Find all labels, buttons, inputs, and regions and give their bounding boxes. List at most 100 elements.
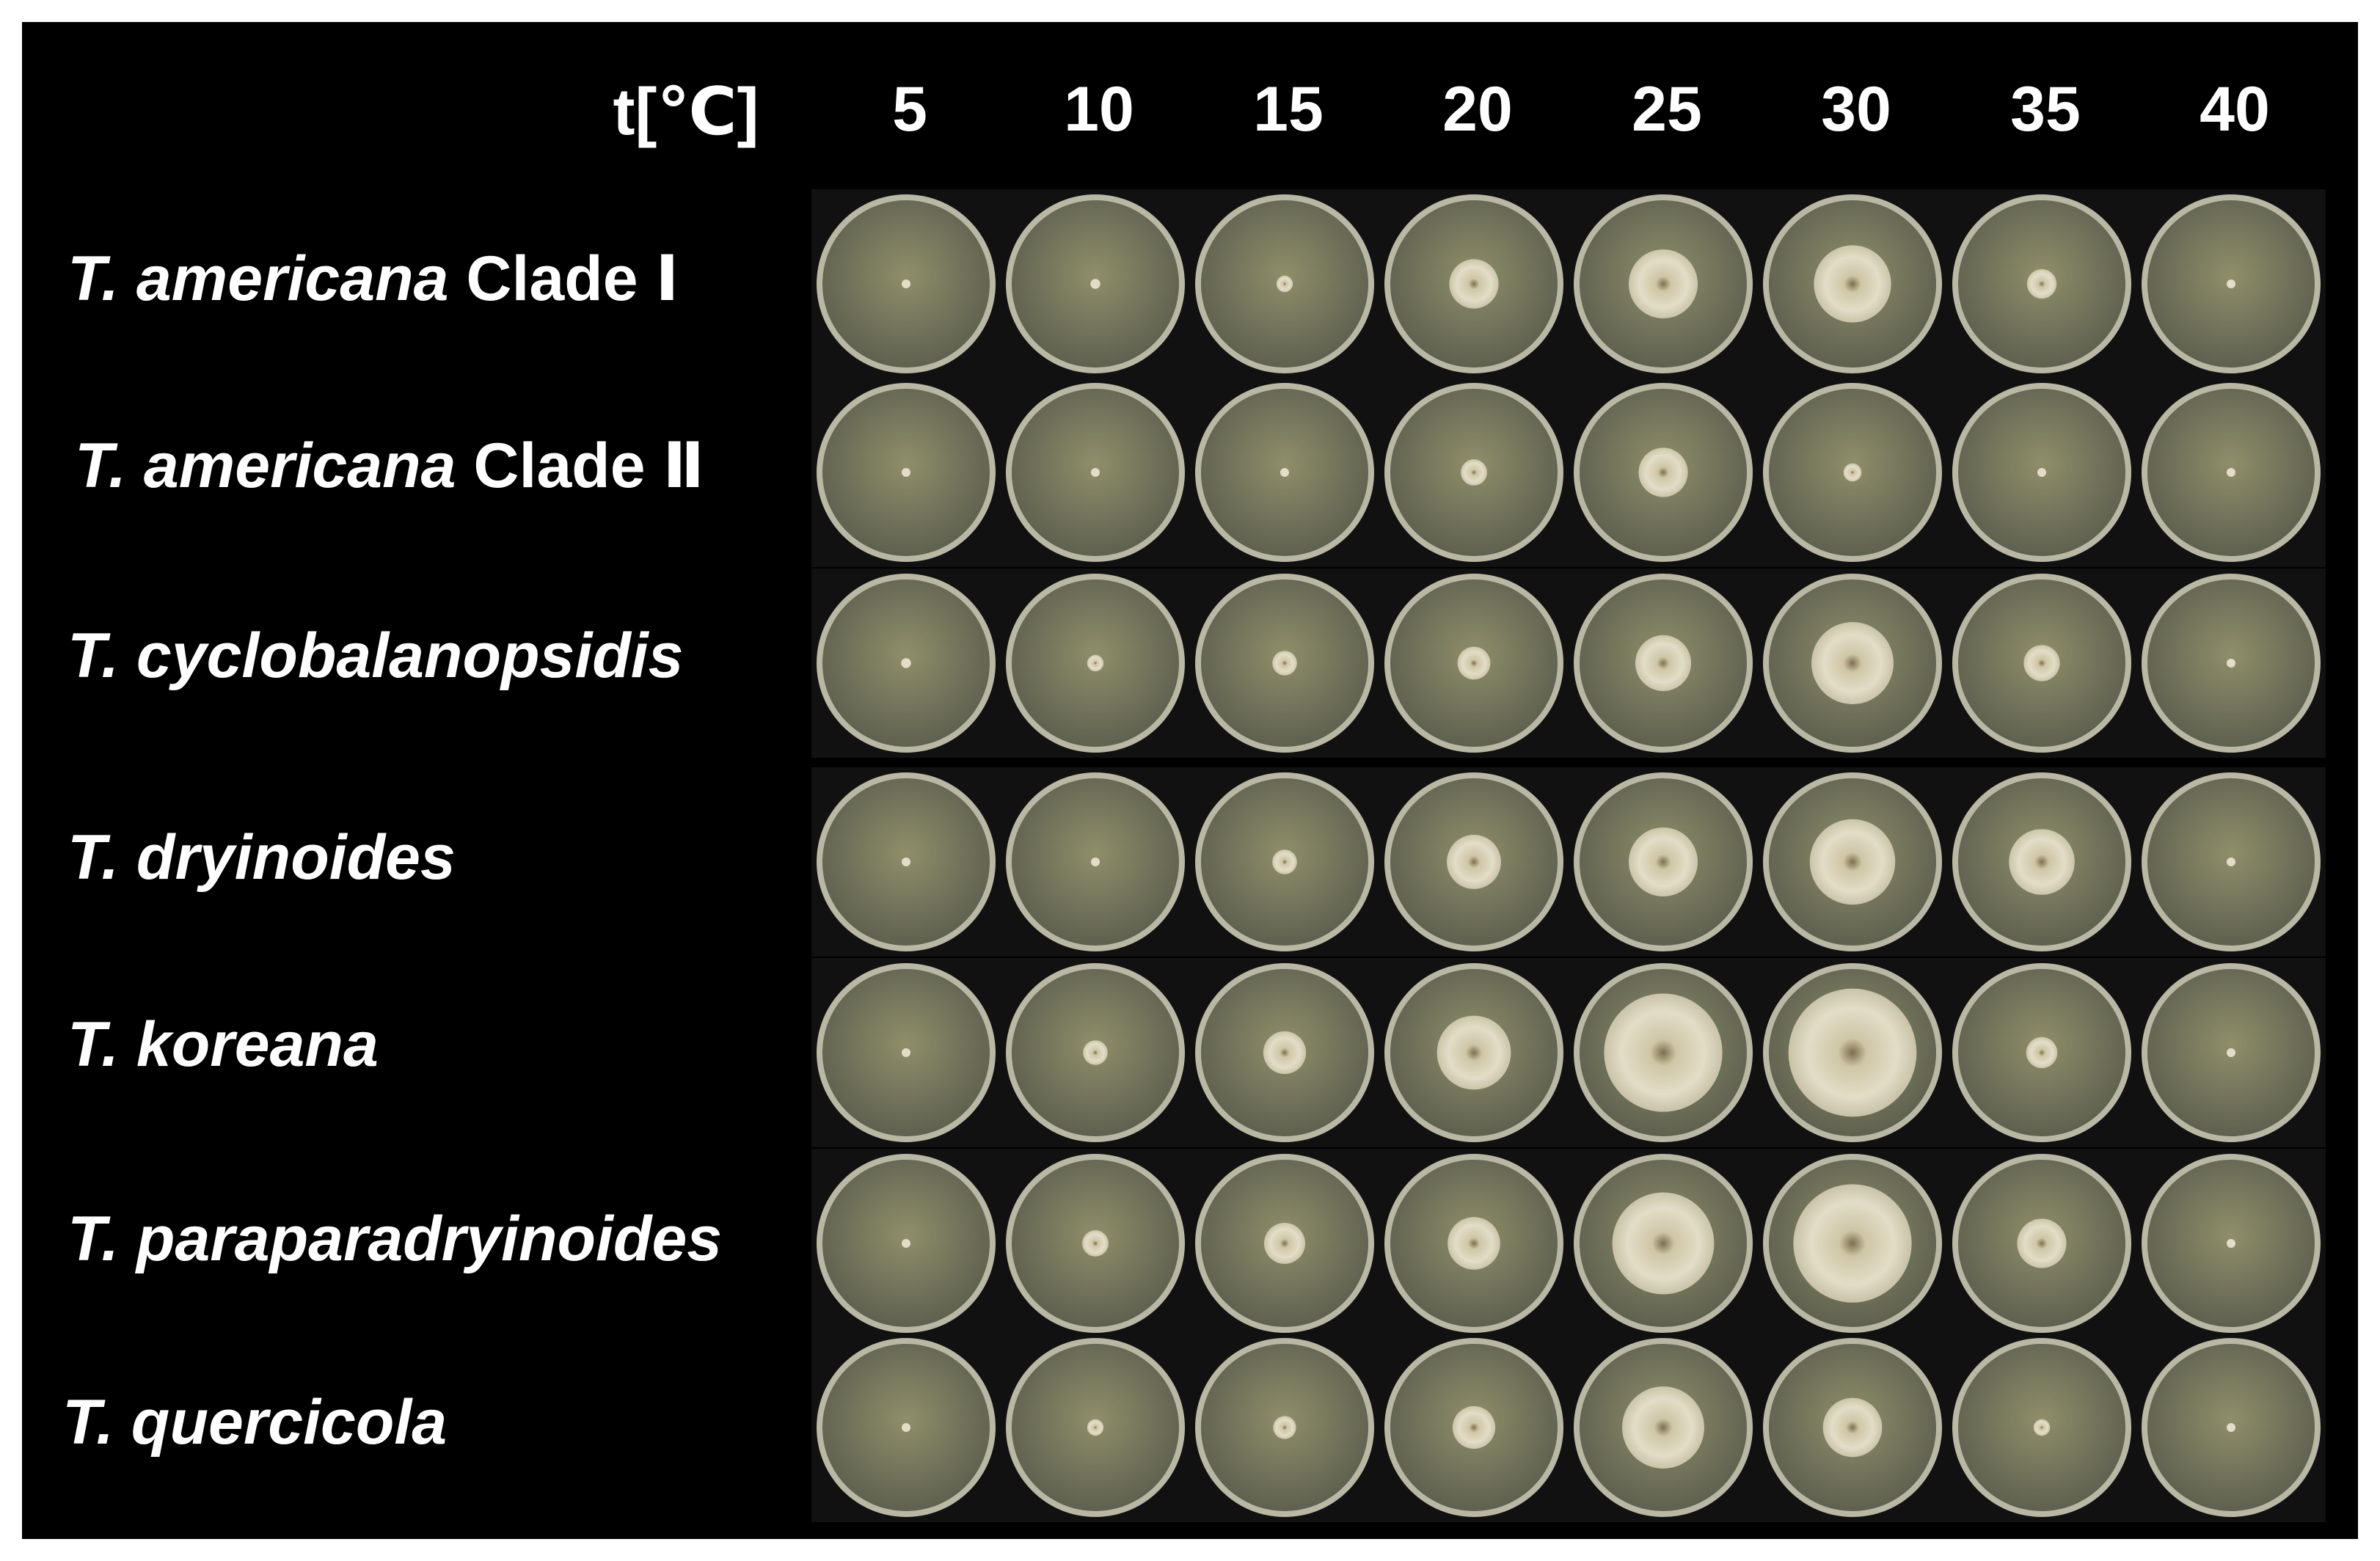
petri-plate — [2136, 1333, 2326, 1522]
petri-plate — [1947, 378, 2136, 567]
fungal-colony — [1457, 646, 1491, 680]
fungal-colony — [1809, 819, 1896, 905]
species-name: T. quercicola — [62, 1387, 448, 1458]
fungal-colony — [1091, 468, 1100, 477]
petri-plate — [1569, 378, 1758, 567]
fungal-colony — [2023, 645, 2060, 681]
fungal-colony — [902, 1239, 910, 1248]
petri-plate — [1947, 958, 2136, 1147]
petri-plate — [1190, 767, 1379, 957]
species-name: T. americana — [67, 244, 449, 314]
row-label-americana-clade-2: T. americana Clade Ⅱ — [75, 429, 704, 502]
fungal-colony — [2227, 468, 2235, 477]
fungal-colony — [1449, 259, 1499, 309]
fungal-colony — [2227, 1048, 2235, 1057]
fungal-colony — [1788, 988, 1917, 1117]
petri-plate — [1758, 767, 1947, 957]
fungal-colony — [1793, 1184, 1912, 1303]
fungal-colony — [1628, 249, 1698, 319]
species-name: T. dryinoides — [67, 822, 456, 893]
fungal-colony — [2026, 1037, 2058, 1069]
petri-plate — [2136, 569, 2326, 758]
row-label-quercicola: T. quercicola — [62, 1386, 447, 1459]
petri-plate — [1001, 569, 1190, 758]
fungal-colony — [1612, 1192, 1715, 1295]
species-name: T. cyclobalanopsidis — [67, 621, 684, 691]
petri-plate — [1758, 378, 1947, 567]
fungal-colony — [1264, 1223, 1305, 1264]
fungal-colony — [2227, 1239, 2235, 1248]
temperature-20: 20 — [1442, 74, 1513, 145]
fungal-colony — [1091, 858, 1100, 866]
fungal-colony — [902, 279, 910, 288]
fungal-colony — [1638, 447, 1688, 497]
petri-plate — [1001, 958, 1190, 1147]
temperature-5: 5 — [892, 74, 927, 145]
fungal-colony — [902, 468, 910, 477]
temperature-header-label: t[℃] — [613, 76, 759, 149]
petri-plate — [1947, 189, 2136, 379]
petri-plate — [811, 1333, 1001, 1522]
fungal-colony — [1447, 835, 1501, 889]
fungal-colony — [1272, 849, 1297, 874]
petri-plate — [1947, 569, 2136, 758]
petri-plate — [1569, 1333, 1758, 1522]
fungal-colony — [2227, 279, 2235, 288]
petri-plate — [2136, 378, 2326, 567]
fungal-colony — [2009, 829, 2075, 895]
fungal-colony — [902, 1048, 910, 1057]
petri-plate-grid — [811, 189, 2326, 1522]
petri-plate — [1001, 1333, 1190, 1522]
temperature-35: 35 — [2010, 74, 2081, 145]
fungal-colony — [2033, 1419, 2051, 1436]
fungal-colony — [1604, 993, 1723, 1112]
fungal-colony — [1083, 1040, 1108, 1065]
petri-plate — [1379, 1333, 1569, 1522]
petri-plate — [1001, 378, 1190, 567]
petri-plate — [2136, 189, 2326, 379]
petri-plate — [1190, 958, 1379, 1147]
petri-plate — [1379, 189, 1569, 379]
fungal-colony — [1811, 622, 1894, 704]
petri-plate — [2136, 1149, 2326, 1338]
row-label-dryinoides: T. dryinoides — [67, 822, 456, 894]
petri-plate — [1379, 958, 1569, 1147]
row-label-americana-clade-1: T. americana Clade Ⅰ — [67, 242, 679, 315]
petri-plate — [811, 958, 1001, 1147]
fungal-colony — [1452, 1405, 1496, 1450]
petri-plate — [811, 189, 1001, 379]
fungal-colony — [2026, 268, 2057, 299]
temperature-40: 40 — [2200, 74, 2270, 145]
fungal-colony — [1273, 1416, 1296, 1439]
fungal-colony — [1622, 1386, 1704, 1469]
clade-label: Clade Ⅰ — [448, 244, 679, 314]
row-label-koreana: T. koreana — [67, 1009, 379, 1081]
species-name: T. paraparadryinoides — [67, 1204, 723, 1274]
petri-plate — [1758, 958, 1947, 1147]
petri-plate — [1758, 1149, 1947, 1338]
fungal-colony — [1814, 245, 1891, 323]
petri-plate — [1569, 767, 1758, 957]
fungal-colony — [1087, 1419, 1104, 1436]
fungal-colony — [1822, 1397, 1883, 1458]
petri-plate — [1379, 767, 1569, 957]
petri-plate — [811, 1149, 1001, 1338]
fungal-colony — [2227, 858, 2235, 866]
fungal-colony — [1087, 654, 1104, 672]
fungal-colony — [1635, 635, 1692, 692]
row-label-paraparadryinoides: T. paraparadryinoides — [67, 1203, 722, 1276]
fungal-colony — [1280, 468, 1289, 477]
petri-plate — [1190, 189, 1379, 379]
fungal-colony — [1461, 459, 1487, 486]
temperature-10: 10 — [1064, 74, 1134, 145]
fungal-colony — [1263, 1031, 1307, 1075]
petri-plate — [811, 569, 1001, 758]
fungal-colony — [1272, 651, 1297, 676]
petri-plate — [1569, 958, 1758, 1147]
petri-plate — [1001, 189, 1190, 379]
temperature-30: 30 — [1821, 74, 1891, 145]
species-name: T. koreana — [67, 1009, 379, 1080]
petri-plate — [2136, 958, 2326, 1147]
petri-plate — [1569, 1149, 1758, 1338]
row-label-cyclobalanopsidis: T. cyclobalanopsidis — [67, 620, 684, 692]
